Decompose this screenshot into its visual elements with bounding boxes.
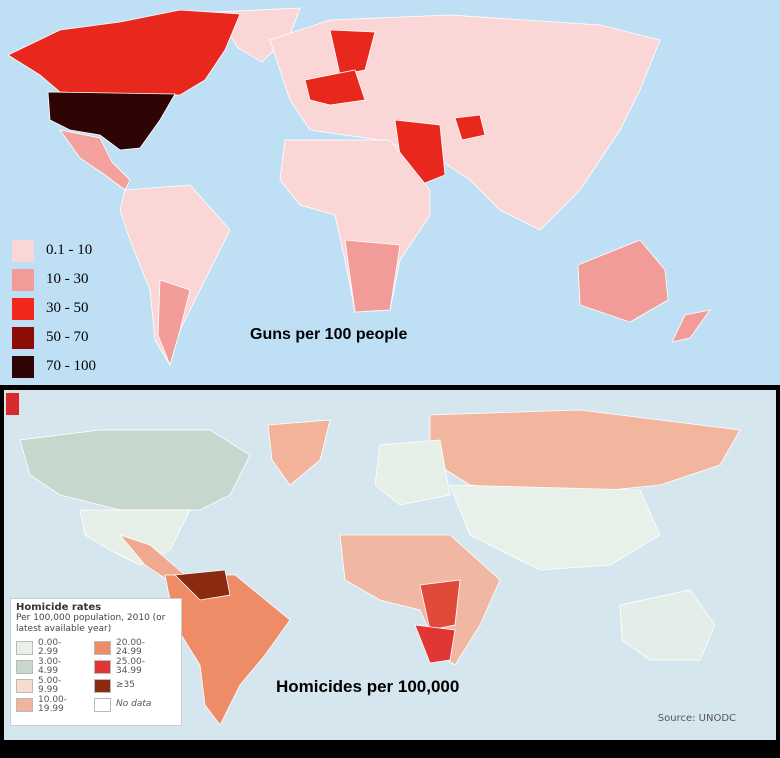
guns-map-panel: 0.1 - 10 10 - 30 30 - 50 50 - 70 70 - 100 Gu… [0,0,780,385]
corner-mark [6,393,19,415]
legend-swatch [12,297,34,320]
australia [577,239,669,323]
central-africa [419,579,461,631]
legend-item: 50 - 70 [12,323,96,352]
asia [449,484,661,571]
legend-swatch [16,697,33,712]
argentina [157,279,191,367]
europe [304,69,366,106]
legend-label: ≥35 [116,680,135,690]
australia [619,589,716,661]
legend-item: 70 - 100 [12,352,96,381]
legend-swatch [16,640,33,655]
usa [79,509,191,566]
legend-swatch [94,640,111,655]
legend-grid: 0.00-2.99 3.00-4.99 5.00-9.99 10.00-19.99 20… [16,638,176,714]
legend-label: 30 - 50 [46,300,89,316]
legend-swatch [12,268,34,291]
source: Source: UNODC [657,713,736,724]
legend-item: 10.00-19.99 [16,695,94,714]
canada [7,9,241,96]
legend-label: 70 - 100 [46,358,96,374]
legend-label: 0.00-2.99 [38,637,62,657]
legend-swatch [94,678,111,693]
homicide-map-panel: Homicide rates Per 100,000 population, 2… [0,385,780,758]
legend-swatch [12,326,34,349]
usa [47,91,176,151]
legend-label: 50 - 70 [46,329,89,345]
guns-legend: 0.1 - 10 10 - 30 30 - 50 50 - 70 70 - 100 [12,236,96,381]
legend-subtitle: Per 100,000 population, 2010 (or latest … [16,613,166,634]
legend-swatch [12,355,34,378]
legend-label: 20.00-24.99 [116,637,146,657]
legend-label: 0.1 - 10 [46,242,93,258]
map-title: Homicides per 100,000 [276,677,460,696]
legend-label: 10.00-19.99 [38,694,68,714]
legend-item: 0.00-2.99 [16,638,94,657]
mexico [59,129,131,191]
legend-swatch [16,678,33,693]
legend-label: 5.00-9.99 [38,675,62,695]
south-africa [414,624,456,664]
legend-swatch [94,659,111,674]
legend-swatch [12,239,34,262]
legend-item: 0.1 - 10 [12,236,96,265]
legend-item: 20.00-24.99 [94,638,172,657]
greenland [267,419,331,486]
europe [374,439,451,506]
legend-item: 10 - 30 [12,265,96,294]
legend-item: 5.00-9.99 [16,676,94,695]
south-america [164,574,291,726]
legend-label: 10 - 30 [46,271,89,287]
scandinavia [329,29,376,76]
new-zealand [671,309,711,343]
guns-map [0,0,780,385]
afghanistan [454,114,486,141]
legend-item: 25.00-34.99 [94,657,172,676]
legend-item: 3.00-4.99 [16,657,94,676]
legend-label: No data [116,699,152,709]
southern-africa [344,239,401,313]
legend-swatch [16,659,33,674]
legend-swatch [94,697,111,712]
homicide-legend: Homicide rates Per 100,000 population, 2… [10,598,182,726]
legend-item: No data [94,695,172,714]
middle-east [394,119,446,186]
north-america [19,429,251,511]
legend-item: ≥35 [94,676,172,695]
venezuela-colombia [174,569,231,601]
legend-label: 3.00-4.99 [38,656,62,676]
legend-item: 30 - 50 [12,294,96,323]
legend-title: Homicide rates [16,602,102,613]
legend-label: 25.00-34.99 [116,656,146,676]
map-title: Guns per 100 people [250,326,408,343]
